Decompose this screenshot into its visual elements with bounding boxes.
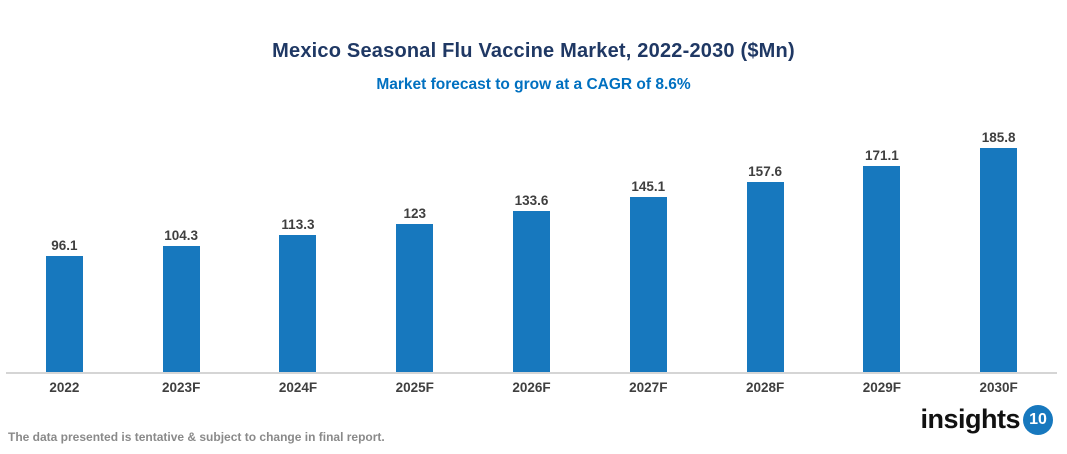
xaxis-label: 2028F: [745, 380, 785, 395]
bar-value-label: 171.1: [864, 148, 899, 163]
logo-badge: 10: [1023, 404, 1053, 435]
bar-value-label: 145.1: [631, 179, 666, 194]
bar: [396, 224, 434, 372]
bar-value-label: 96.1: [51, 238, 78, 253]
bar-value-label: 157.6: [748, 164, 782, 179]
bar-column: 133.6: [473, 110, 590, 372]
xaxis-label: 2025F: [395, 380, 434, 395]
bar-column: 123: [356, 110, 473, 372]
xaxis-label: 2030F: [979, 380, 1018, 395]
bar: [746, 182, 784, 372]
plot-area: 96.1 104.3 113.3 123 133.6 145.1 157.6 171.1 185…: [6, 110, 1057, 374]
insights10-logo: insights 10: [920, 404, 1053, 435]
bar: [513, 211, 551, 372]
xaxis-label: 2023F: [162, 380, 201, 395]
bars-row: 96.1 104.3 113.3 123 133.6 145.1 157.6 171.1 185…: [6, 110, 1057, 372]
bar-value-label: 133.6: [514, 193, 549, 208]
bar-column: 185.8: [940, 110, 1057, 372]
xaxis-label: 2022: [49, 380, 80, 395]
xaxis-label: 2026F: [512, 380, 551, 395]
logo-text: insights: [920, 404, 1020, 434]
bar-value-label: 113.3: [281, 217, 315, 232]
xaxis-label: 2027F: [629, 380, 668, 395]
bar: [45, 256, 83, 372]
disclaimer-text: The data presented is tentative & subjec…: [8, 430, 385, 444]
bar-column: 96.1: [6, 110, 123, 372]
bar: [279, 235, 317, 372]
bar-column: 157.6: [707, 110, 824, 372]
bar: [162, 246, 200, 372]
bar: [629, 197, 667, 372]
bar-value-label: 185.8: [981, 130, 1016, 145]
xaxis-label: 2029F: [862, 380, 901, 395]
bar-column: 104.3: [123, 110, 240, 372]
chart-subtitle: Market forecast to grow at a CAGR of 8.6…: [376, 76, 691, 93]
bar: [863, 166, 901, 372]
bar-column: 171.1: [823, 110, 940, 372]
bar-value-label: 104.3: [164, 228, 199, 243]
xaxis-label: 2024F: [278, 380, 318, 395]
bar-value-label: 123: [403, 206, 426, 221]
bar: [980, 148, 1018, 372]
bar-column: 145.1: [590, 110, 707, 372]
bar-column: 113.3: [240, 110, 357, 372]
xaxis-labels-row: 2022 2023F 2024F 2025F 2026F 2027F 2028F 2029F 2…: [6, 380, 1057, 395]
chart-title: Mexico Seasonal Flu Vaccine Market, 2022…: [272, 40, 795, 62]
